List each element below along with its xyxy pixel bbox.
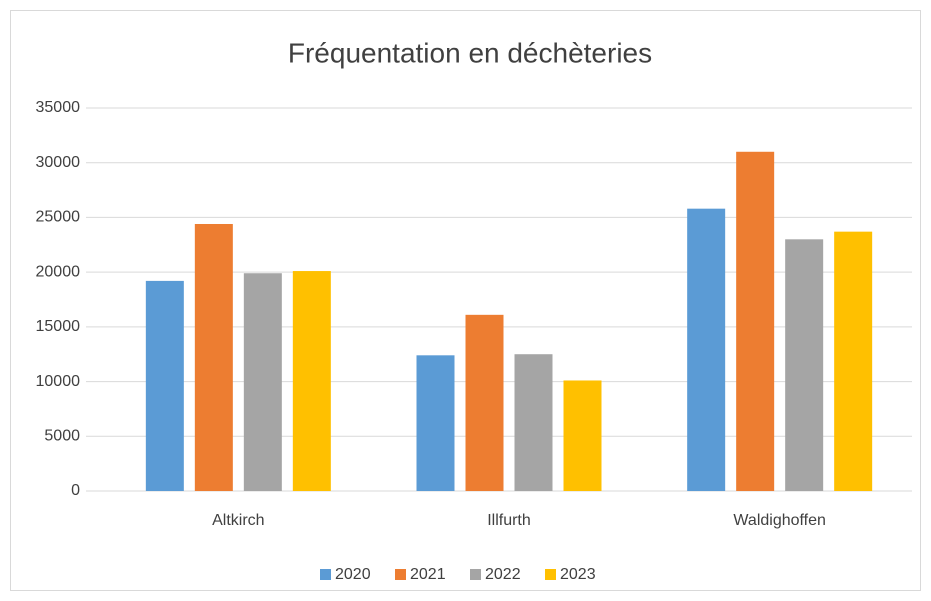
bar (145, 280, 184, 491)
y-tick-label: 30000 (36, 154, 81, 171)
chart-title: Fréquentation en déchèteries (288, 37, 652, 68)
legend-label: 2023 (560, 566, 596, 583)
x-tick-label: Illfurth (487, 512, 531, 529)
bar (292, 271, 331, 491)
y-tick-label: 0 (71, 482, 80, 499)
y-tick-label: 10000 (36, 373, 81, 390)
bar (563, 380, 602, 491)
bar (785, 239, 824, 491)
bar (194, 223, 233, 491)
bar (416, 355, 455, 491)
legend-swatch (470, 569, 481, 580)
bar (736, 151, 775, 491)
y-tick-label: 20000 (36, 263, 81, 280)
y-tick-label: 5000 (44, 428, 80, 445)
bar (687, 208, 726, 491)
legend-swatch (320, 569, 331, 580)
legend-label: 2021 (410, 566, 446, 583)
y-tick-label: 35000 (36, 99, 81, 116)
bar (243, 273, 282, 491)
y-tick-label: 15000 (36, 318, 81, 335)
bar (834, 231, 873, 491)
legend-swatch (395, 569, 406, 580)
y-tick-label: 25000 (36, 209, 81, 226)
x-tick-label: Waldighoffen (733, 512, 826, 529)
legend-label: 2022 (485, 566, 521, 583)
bar (465, 314, 504, 491)
legend-swatch (545, 569, 556, 580)
bar (514, 354, 553, 491)
legend-label: 2020 (335, 566, 371, 583)
x-tick-label: Altkirch (212, 512, 264, 529)
